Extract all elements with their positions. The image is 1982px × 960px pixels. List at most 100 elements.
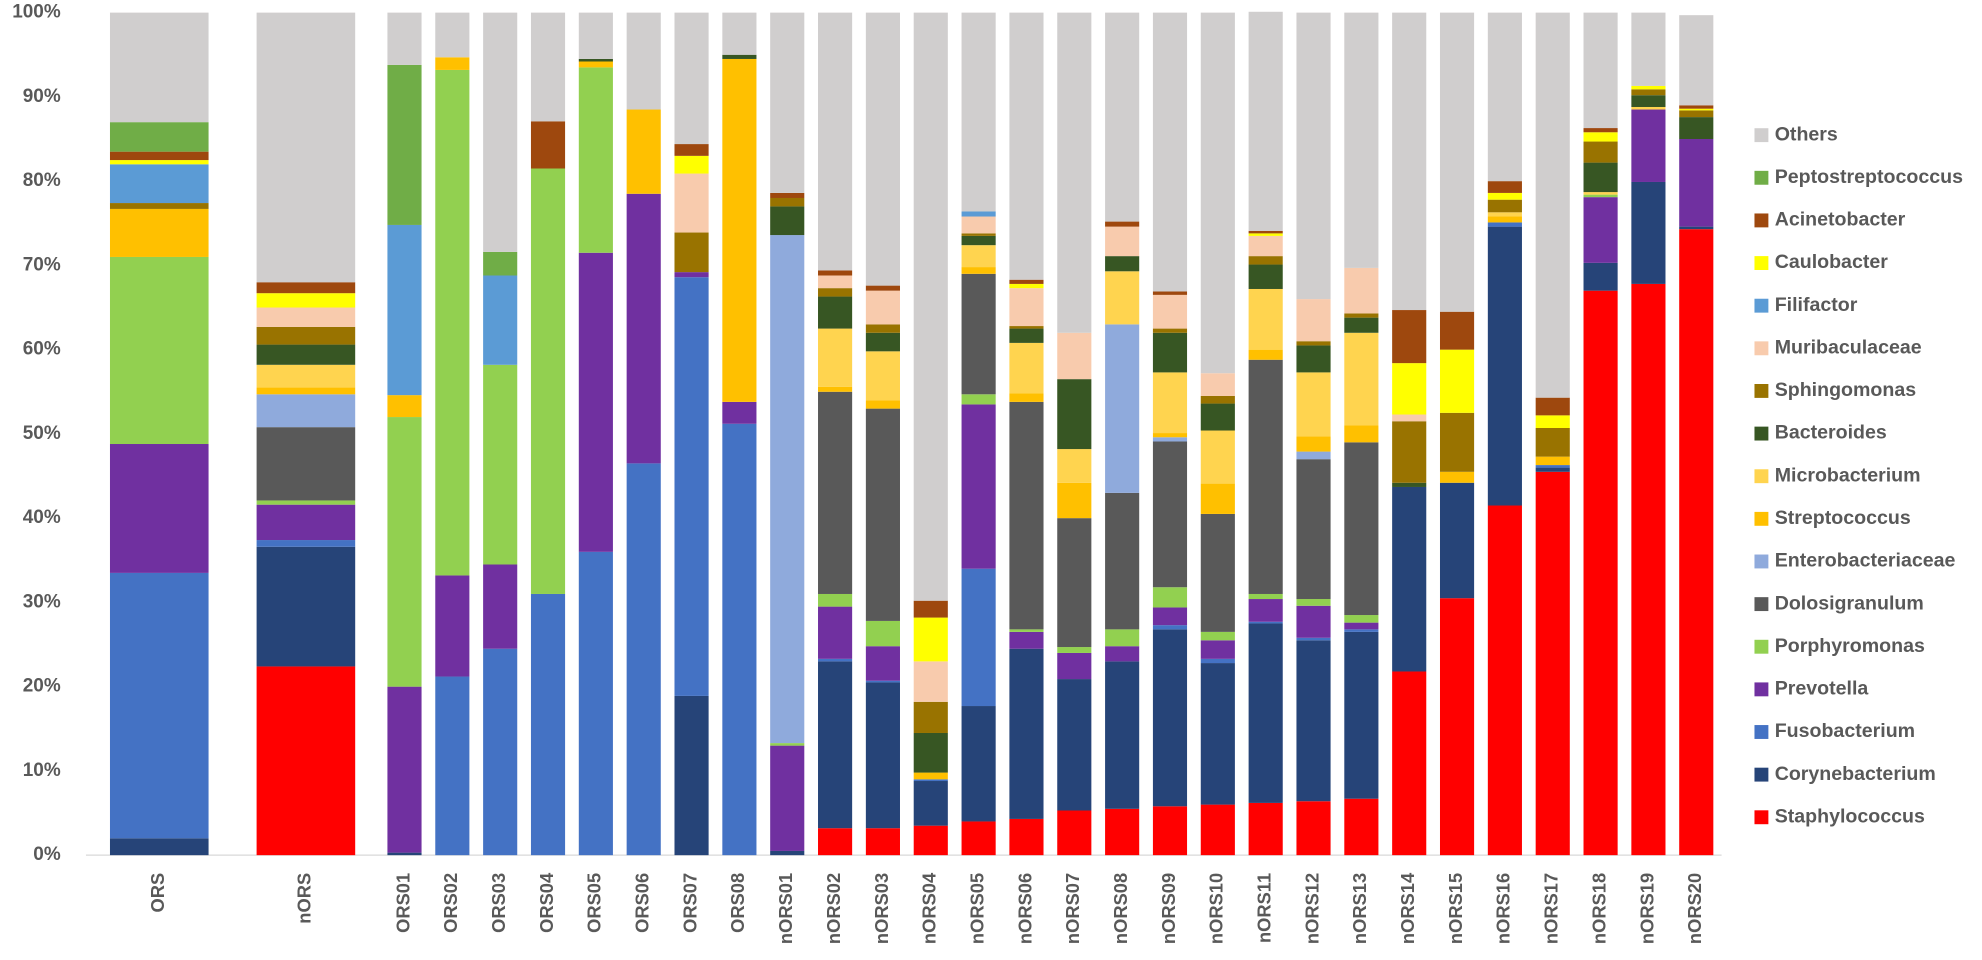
bar-segment xyxy=(1009,279,1044,284)
bar-segment xyxy=(109,160,209,165)
bar-segment xyxy=(1439,471,1475,483)
x-tick-label: ORS04 xyxy=(536,872,557,933)
bar-segment xyxy=(674,155,709,174)
bar-segment xyxy=(1009,401,1044,630)
bar-segment xyxy=(1535,471,1570,856)
bar-segment xyxy=(435,676,470,856)
x-tick-label: nORS10 xyxy=(1206,873,1227,944)
bar-segment xyxy=(483,364,518,565)
bar-segment xyxy=(530,121,566,169)
bar-segment xyxy=(1535,397,1570,416)
legend-label: Staphylococcus xyxy=(1775,805,1925,827)
bar-segment xyxy=(1057,647,1092,653)
x-tick-label: ORS07 xyxy=(679,873,700,933)
bar-segment xyxy=(1152,433,1188,438)
x-tick-label: nORS18 xyxy=(1588,873,1609,944)
bar-segment xyxy=(1392,363,1427,415)
bar-segment xyxy=(1535,465,1570,468)
bar-segment xyxy=(1535,467,1570,472)
bar-segment xyxy=(865,285,900,291)
bar-segment xyxy=(865,828,900,856)
bar-segment xyxy=(1152,806,1188,856)
bar-segment xyxy=(865,324,900,333)
bar-segment xyxy=(1296,640,1331,802)
bar-segment xyxy=(1248,599,1283,622)
bar-segment xyxy=(1296,605,1331,638)
bar-segment xyxy=(1152,625,1188,630)
bar-segment xyxy=(530,593,566,856)
bar-segment xyxy=(578,252,613,552)
bar-segment xyxy=(1631,85,1666,90)
bar-segment xyxy=(1296,372,1331,437)
legend-swatch xyxy=(1754,213,1769,228)
bar-segment xyxy=(770,743,805,746)
bar-segment xyxy=(256,307,356,327)
bar-segment xyxy=(1200,373,1235,396)
bar-segment xyxy=(578,12,613,59)
bar-segment xyxy=(961,568,996,707)
bar-segment xyxy=(530,168,566,594)
bar-segment xyxy=(722,54,757,59)
bar-segment xyxy=(865,408,900,621)
bar-segment xyxy=(1344,332,1379,426)
bar-segment xyxy=(865,351,900,401)
bar-segment xyxy=(961,404,996,569)
bar-segment xyxy=(818,270,853,276)
bar-segment xyxy=(1344,615,1379,623)
legend-swatch xyxy=(1754,469,1769,484)
bar-segment xyxy=(770,12,805,193)
legend-swatch xyxy=(1754,767,1769,782)
bar-segment xyxy=(770,850,805,856)
bar-segment xyxy=(1439,412,1475,472)
bar-segment xyxy=(1105,271,1140,325)
bar-segment xyxy=(1583,128,1618,133)
bar-segment xyxy=(1583,290,1618,856)
bar-segment xyxy=(818,828,853,856)
bar-segment xyxy=(256,387,356,395)
bar-segment xyxy=(1535,427,1570,457)
legend-label: Streptococcus xyxy=(1775,507,1911,529)
bar-segment xyxy=(1583,12,1618,129)
bar-segment xyxy=(1344,12,1379,268)
bar-segment xyxy=(1009,648,1044,819)
bar-segment xyxy=(1248,349,1283,360)
bar-segment xyxy=(1200,403,1235,431)
bar-segment xyxy=(961,233,996,236)
bar-segment xyxy=(1344,631,1379,799)
bar-segment xyxy=(387,224,422,396)
bar-segment xyxy=(1105,324,1140,493)
bar-segment xyxy=(578,551,613,856)
bar-segment xyxy=(483,275,518,365)
y-tick-label: 90% xyxy=(23,86,61,107)
bar-segment xyxy=(1152,294,1188,329)
bar-segment xyxy=(256,12,356,283)
bar-segment xyxy=(256,666,356,856)
bar-segment xyxy=(1296,341,1331,346)
legend-label: Sphingomonas xyxy=(1775,379,1917,401)
bar-segment xyxy=(770,197,805,207)
bar-segment xyxy=(1200,663,1235,805)
bar-segment xyxy=(435,57,470,70)
bar-segment xyxy=(1344,267,1379,314)
bar-segment xyxy=(626,109,661,194)
legend-label: Caulobacter xyxy=(1775,251,1889,273)
y-tick-label: 60% xyxy=(23,339,61,360)
bar-segment xyxy=(109,256,209,445)
x-tick-label: nORS16 xyxy=(1493,873,1514,944)
bar-segment xyxy=(961,706,996,822)
bar-segment xyxy=(1152,607,1188,626)
bar-segment xyxy=(109,151,209,161)
bar-segment xyxy=(256,282,356,294)
bar-segment xyxy=(1200,513,1235,632)
bar-segment xyxy=(865,12,900,286)
legend-swatch xyxy=(1754,725,1769,739)
bar-segment xyxy=(770,206,805,236)
bar-segment xyxy=(1583,132,1618,142)
legend-label: Fusobacterium xyxy=(1775,720,1915,742)
x-tick-label: nORS09 xyxy=(1158,873,1179,944)
bar-segment xyxy=(913,732,948,773)
bar-segment xyxy=(109,122,209,152)
bar-segment xyxy=(256,540,356,547)
bar-segment xyxy=(818,288,853,297)
x-tick-label: nORS03 xyxy=(871,873,892,944)
